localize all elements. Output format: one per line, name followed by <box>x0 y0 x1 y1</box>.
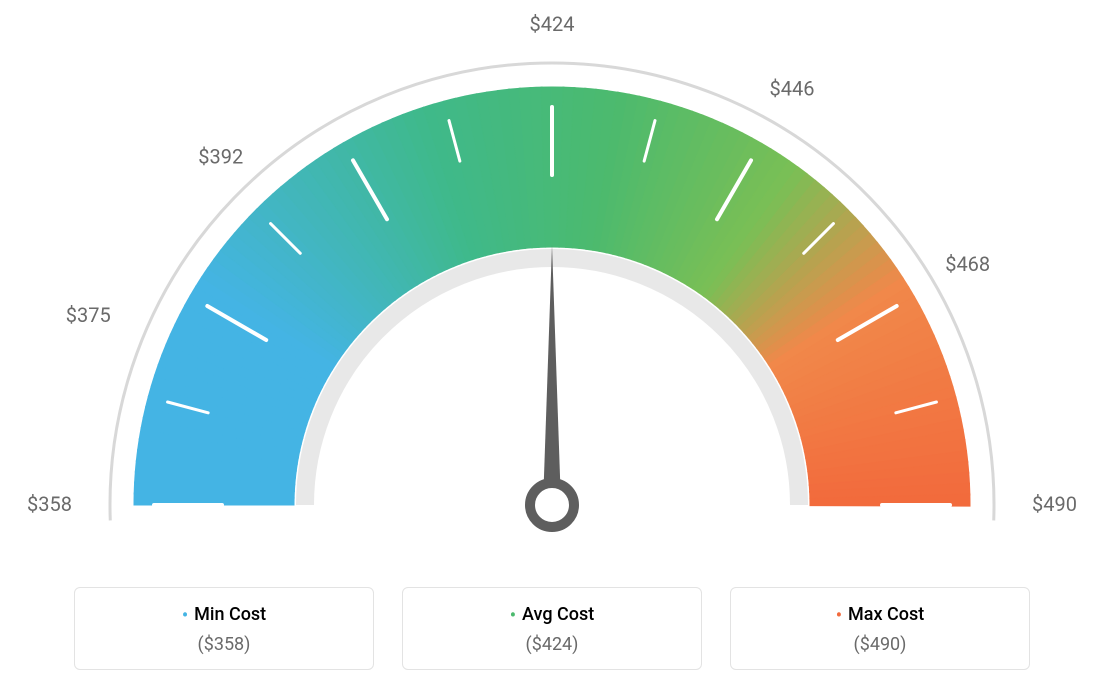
legend-max-label: Max Cost <box>848 604 924 625</box>
legend-max-title: • Max Cost <box>731 604 1029 626</box>
dot-icon: • <box>836 605 842 626</box>
gauge-svg: $358 $375 $392 $424 $446 $468 $490 <box>0 0 1104 560</box>
gauge-tick-label: $468 <box>945 252 990 276</box>
legend-min-label: Min Cost <box>194 604 266 625</box>
gauge-hub <box>530 483 574 527</box>
legend-max-value: ($490) <box>731 634 1029 655</box>
legend-min-title: • Min Cost <box>75 604 373 626</box>
cost-gauge: $358 $375 $392 $424 $446 $468 $490 <box>0 0 1104 560</box>
dot-icon: • <box>182 605 188 626</box>
dot-icon: • <box>510 605 516 626</box>
legend-avg-label: Avg Cost <box>522 604 594 625</box>
legend-avg-title: • Avg Cost <box>403 604 701 626</box>
gauge-tick-label: $392 <box>198 145 243 169</box>
gauge-tick-label: $375 <box>66 303 111 327</box>
legend-card-avg: • Avg Cost ($424) <box>402 587 702 670</box>
legend-card-max: • Max Cost ($490) <box>730 587 1030 670</box>
legend-min-value: ($358) <box>75 634 373 655</box>
legend-row: • Min Cost ($358) • Avg Cost ($424) • Max C… <box>0 587 1104 670</box>
gauge-tick-label: $358 <box>27 492 72 516</box>
legend-card-min: • Min Cost ($358) <box>74 587 374 670</box>
legend-avg-value: ($424) <box>403 634 701 655</box>
gauge-tick-label: $446 <box>770 76 815 100</box>
gauge-tick-label: $424 <box>530 12 575 36</box>
gauge-needle <box>543 245 561 515</box>
gauge-tick-label: $490 <box>1032 492 1077 516</box>
